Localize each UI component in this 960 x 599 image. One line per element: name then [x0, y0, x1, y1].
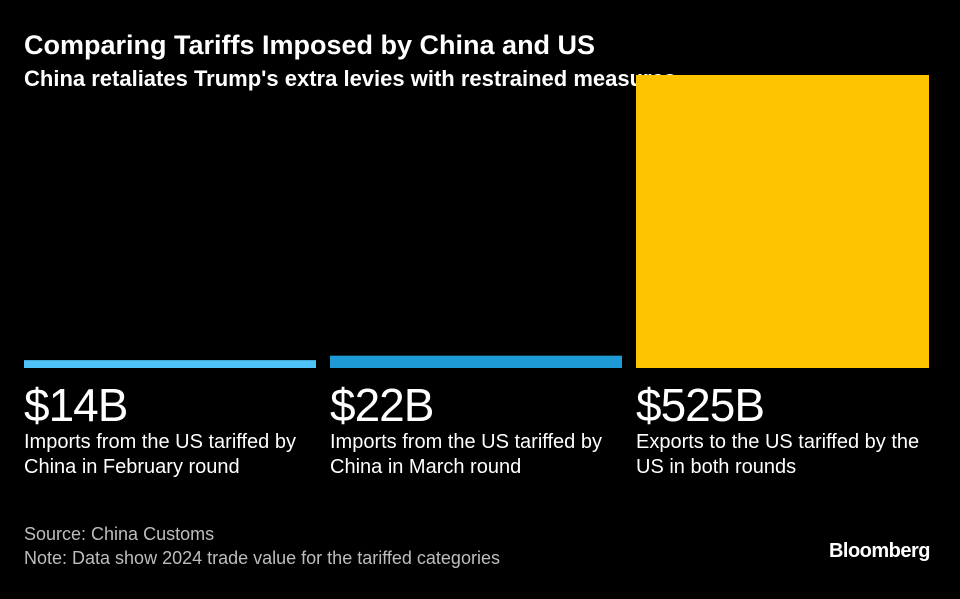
category-label: Imports from the US tariffed by China in…: [330, 431, 602, 478]
column-us: $525B Exports to the US tariffed by the …: [636, 382, 936, 480]
column-march: $22B Imports from the US tariffed by Chi…: [330, 382, 630, 480]
column-feb: $14B Imports from the US tariffed by Chi…: [24, 382, 324, 480]
bar-2: [636, 75, 929, 368]
value-label: $525B: [636, 379, 765, 431]
category-label: Exports to the US tariffed by the US in …: [636, 431, 920, 478]
footer-notes: Source: China Customs Note: Data show 20…: [24, 522, 500, 570]
bar-1: [330, 355, 622, 368]
chart-title: Comparing Tariffs Imposed by China and U…: [24, 30, 596, 60]
source-note: Source: China Customs: [24, 524, 215, 544]
value-label: $14B: [24, 379, 128, 431]
chart-subtitle: China retaliates Trump's extra levies wi…: [24, 66, 677, 91]
category-label: Imports from the US tariffed by China in…: [24, 431, 296, 478]
value-label: $22B: [330, 379, 434, 431]
bloomberg-logo: Bloomberg: [828, 540, 931, 562]
data-note: Note: Data show 2024 trade value for the…: [24, 548, 500, 568]
bar-0: [24, 360, 316, 368]
